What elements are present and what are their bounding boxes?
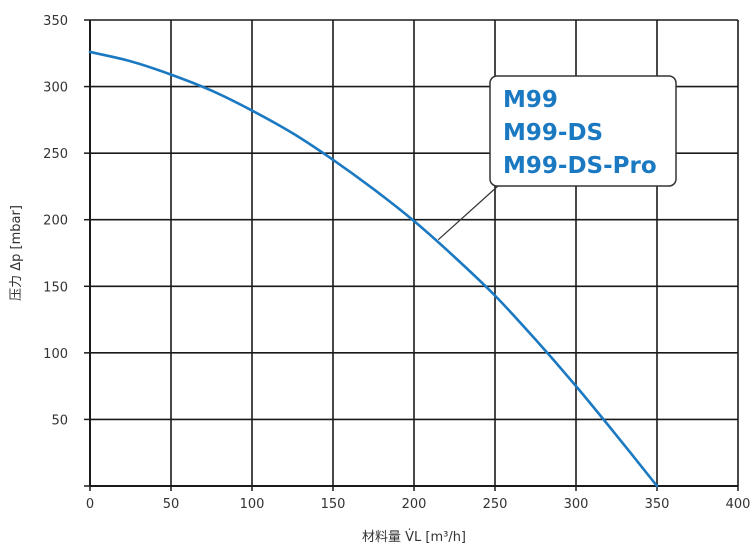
x-tick-label-100: 100 [240,497,265,512]
callout-label-1: M99-DS [503,120,603,146]
y-tick-label-350: 350 [43,14,68,29]
series-line-0 [88,50,659,488]
y-tick-label-150: 150 [43,280,68,295]
x-tick-label-300: 300 [564,497,589,512]
x-tick-label-350: 350 [645,497,670,512]
x-tick-label-50: 50 [163,497,180,512]
series-group [88,50,659,488]
y-tick-label-200: 200 [43,214,68,229]
callout-label-0: M99 [503,87,558,113]
y-tick-label-300: 300 [43,81,68,96]
x-tick-label-200: 200 [402,497,427,512]
callout-box [489,75,677,187]
y-tick-label-50: 50 [51,413,68,428]
x-tick-labels: 0 50 100 150 200 250 300 350 400 [86,497,751,512]
y-tick-label-100: 100 [43,347,68,362]
x-axis-title: 材料量 V̇L [m³/h] [362,530,466,545]
axes [84,19,739,491]
y-axis-title: 压力 Δp [mbar] [9,205,24,301]
grid [90,19,739,486]
legend-callout: M99 M99-DS M99-DS-Pro [437,75,677,241]
x-tick-label-250: 250 [483,497,508,512]
x-tick-label-400: 400 [726,497,751,512]
x-tick-label-150: 150 [321,497,346,512]
y-tick-label-250: 250 [43,147,68,162]
callout-leader-line [437,185,499,241]
callout-label-2: M99-DS-Pro [503,153,657,179]
y-tick-labels: 50 100 150 200 250 300 350 [43,14,68,428]
x-tick-label-0: 0 [86,497,94,512]
